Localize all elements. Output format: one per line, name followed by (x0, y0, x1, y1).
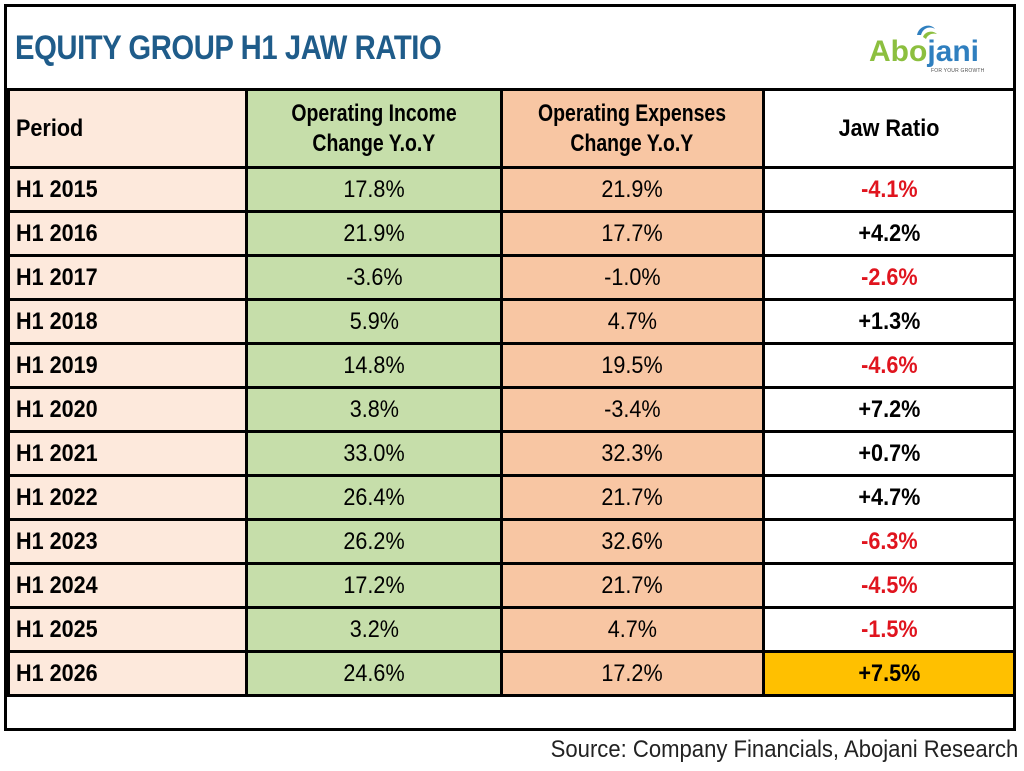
cell-operating-expenses: 21.7% (500, 562, 765, 609)
header-jaw-ratio: Jaw Ratio (762, 88, 1016, 169)
cell-operating-income: -3.6% (245, 254, 503, 301)
cell-operating-income: 26.2% (245, 518, 503, 565)
header-operating-income: Operating Income Change Y.o.Y (245, 88, 503, 169)
table-body: H1 2015 17.8% 21.9% -4.1% H1 2016 21.9% 17.7% +… (7, 166, 1016, 697)
cell-period: H1 2016 (7, 210, 248, 257)
cell-period: H1 2018 (7, 298, 248, 345)
table-row: H1 2021 33.0% 32.3% +0.7% (7, 430, 1016, 477)
cell-operating-income: 5.9% (245, 298, 503, 345)
cell-operating-income: 3.2% (245, 606, 503, 653)
table-row: H1 2018 5.9% 4.7% +1.3% (7, 298, 1016, 345)
cell-period: H1 2017 (7, 254, 248, 301)
cell-jaw-ratio: +1.3% (762, 298, 1016, 345)
table-row: H1 2017 -3.6% -1.0% -2.6% (7, 254, 1016, 301)
cell-jaw-ratio: -4.5% (762, 562, 1016, 609)
cell-operating-expenses: 4.7% (500, 298, 765, 345)
cell-jaw-ratio: +0.7% (762, 430, 1016, 477)
logo-swirl-icon (917, 25, 937, 39)
cell-jaw-ratio: +7.2% (762, 386, 1016, 433)
table-row: H1 2019 14.8% 19.5% -4.6% (7, 342, 1016, 389)
table-row: H1 2025 3.2% 4.7% -1.5% (7, 606, 1016, 653)
cell-operating-income: 3.8% (245, 386, 503, 433)
cell-period: H1 2019 (7, 342, 248, 389)
cell-operating-expenses: 32.6% (500, 518, 765, 565)
cell-period: H1 2025 (7, 606, 248, 653)
table-row: H1 2015 17.8% 21.9% -4.1% (7, 166, 1016, 213)
table-frame: EQUITY GROUP H1 JAW RATIO Abojani FOR YO… (4, 4, 1016, 731)
cell-operating-expenses: 21.7% (500, 474, 765, 521)
title-bar: EQUITY GROUP H1 JAW RATIO Abojani FOR YO… (7, 7, 1013, 91)
cell-jaw-ratio: +7.5% (762, 650, 1016, 697)
abojani-logo: Abojani FOR YOUR GROWTH (869, 21, 999, 81)
cell-jaw-ratio: -4.6% (762, 342, 1016, 389)
cell-operating-expenses: 19.5% (500, 342, 765, 389)
cell-operating-income: 17.8% (245, 166, 503, 213)
cell-operating-expenses: 17.7% (500, 210, 765, 257)
cell-operating-expenses: 4.7% (500, 606, 765, 653)
cell-operating-expenses: 17.2% (500, 650, 765, 697)
cell-operating-income: 33.0% (245, 430, 503, 477)
page-title: EQUITY GROUP H1 JAW RATIO (15, 29, 442, 67)
cell-operating-income: 14.8% (245, 342, 503, 389)
cell-period: H1 2024 (7, 562, 248, 609)
cell-operating-income: 26.4% (245, 474, 503, 521)
source-note: Source: Company Financials, Abojani Rese… (550, 736, 1018, 763)
cell-operating-expenses: 21.9% (500, 166, 765, 213)
table-row: H1 2023 26.2% 32.6% -6.3% (7, 518, 1016, 565)
cell-jaw-ratio: -4.1% (762, 166, 1016, 213)
cell-period: H1 2023 (7, 518, 248, 565)
header-row: Period Operating Income Change Y.o.Y Oper… (7, 88, 1016, 169)
logo-wordmark: Abojani (869, 35, 980, 68)
cell-operating-income: 24.6% (245, 650, 503, 697)
cell-period: H1 2021 (7, 430, 248, 477)
logo-tagline: FOR YOUR GROWTH (931, 68, 985, 74)
cell-jaw-ratio: +4.2% (762, 210, 1016, 257)
table-row: H1 2022 26.4% 21.7% +4.7% (7, 474, 1016, 521)
jaw-ratio-table: Period Operating Income Change Y.o.Y Oper… (7, 88, 1016, 697)
cell-jaw-ratio: -2.6% (762, 254, 1016, 301)
table-row: H1 2026 24.6% 17.2% +7.5% (7, 650, 1016, 697)
cell-operating-income: 21.9% (245, 210, 503, 257)
cell-operating-expenses: -3.4% (500, 386, 765, 433)
table-row: H1 2024 17.2% 21.7% -4.5% (7, 562, 1016, 609)
cell-period: H1 2020 (7, 386, 248, 433)
cell-operating-income: 17.2% (245, 562, 503, 609)
cell-jaw-ratio: +4.7% (762, 474, 1016, 521)
cell-jaw-ratio: -6.3% (762, 518, 1016, 565)
header-operating-expenses: Operating Expenses Change Y.o.Y (500, 88, 765, 169)
cell-operating-expenses: 32.3% (500, 430, 765, 477)
table-row: H1 2020 3.8% -3.4% +7.2% (7, 386, 1016, 433)
table-row: H1 2016 21.9% 17.7% +4.2% (7, 210, 1016, 257)
cell-period: H1 2022 (7, 474, 248, 521)
cell-period: H1 2026 (7, 650, 248, 697)
cell-jaw-ratio: -1.5% (762, 606, 1016, 653)
cell-period: H1 2015 (7, 166, 248, 213)
cell-operating-expenses: -1.0% (500, 254, 765, 301)
header-period: Period (7, 88, 248, 169)
